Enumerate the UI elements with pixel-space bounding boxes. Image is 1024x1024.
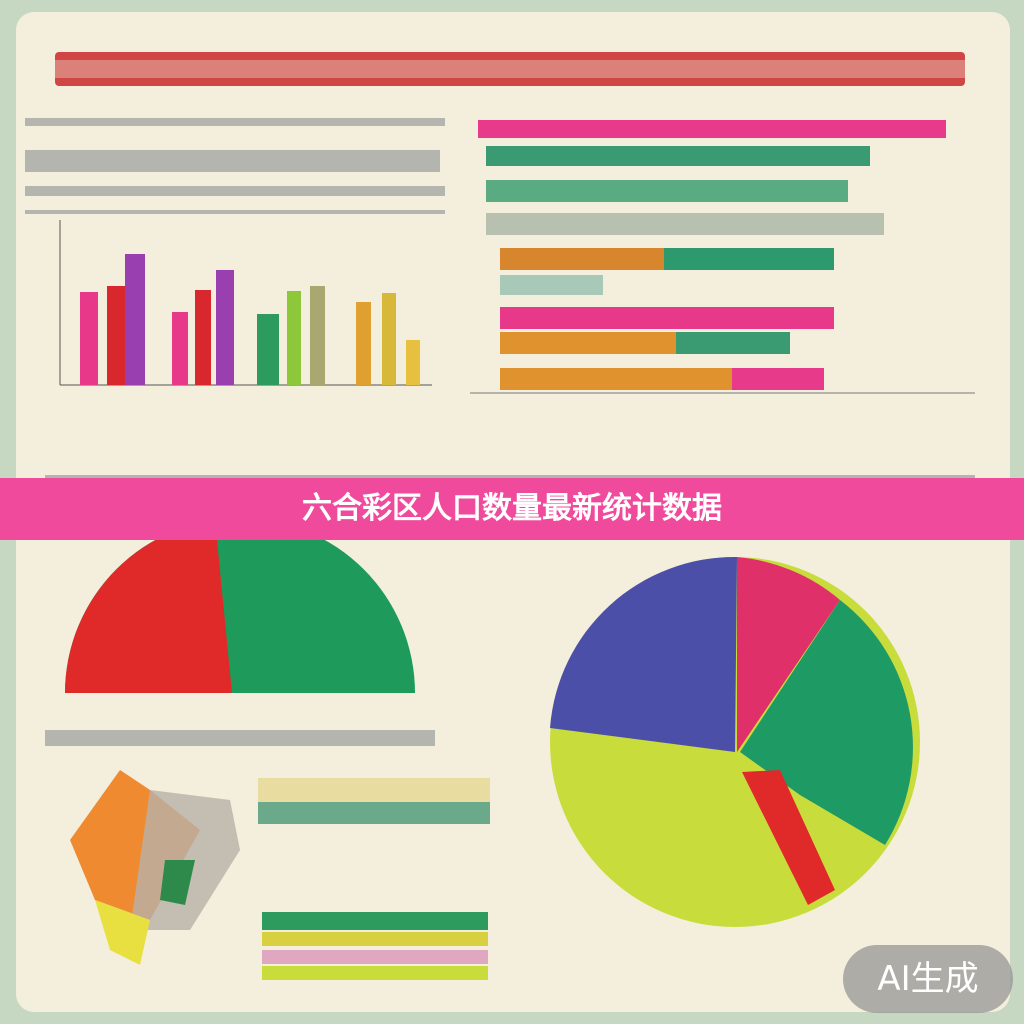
text-lines: [25, 118, 975, 746]
title-decoration: [55, 52, 965, 86]
ai-badge: AI生成: [843, 945, 1013, 1013]
semicircle-chart: [65, 518, 415, 693]
pie-chart: [550, 556, 920, 927]
title-shade: [55, 60, 965, 78]
bar-chart: [59, 220, 432, 386]
banner-title: 六合彩区人口数量最新统计数据: [0, 478, 1024, 540]
bar-blocks: [258, 778, 490, 980]
shape-decoration: [70, 770, 240, 965]
horizontal-bar-chart: [470, 120, 975, 394]
